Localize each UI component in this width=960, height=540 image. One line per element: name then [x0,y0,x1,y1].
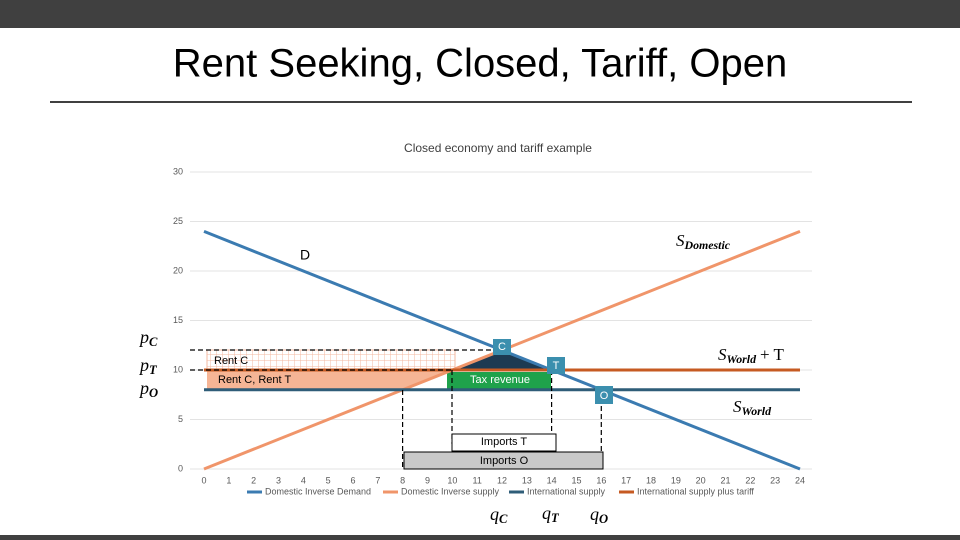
o-marker [595,386,613,404]
math-subscript: T [149,363,158,377]
math-symbol: p [138,355,149,375]
x-tick-label: 6 [350,475,355,485]
math-label: pO [138,378,158,400]
x-tick-label: 4 [301,475,306,485]
math-label: SDomestic [676,231,731,252]
x-tick-label: 19 [671,475,681,485]
deadweight-area [452,350,551,371]
bottom-bar [0,535,960,540]
math-symbol: q [490,504,499,524]
x-tick-label: 8 [400,475,405,485]
y-tick-label: 0 [178,463,183,473]
y-tick-label: 30 [173,166,183,176]
y-tick-label: 15 [173,315,183,325]
y-tick-label: 20 [173,265,183,275]
math-subscript: World [742,404,773,418]
legend-label: International supply plus tariff [637,486,754,496]
c-marker [493,339,511,355]
math-subscript: C [499,512,508,526]
x-tick-label: 14 [547,475,557,485]
x-tick-label: 13 [522,475,532,485]
math-symbol: S [676,231,685,250]
annotation: Imports O [480,455,529,467]
math-label: SWorld [733,397,772,418]
annotation: T [553,360,560,372]
y-tick-label: 5 [178,414,183,424]
annotation: Tax revenue [470,374,530,386]
math-subscript: World [727,352,758,366]
legend-label: Domestic Inverse supply [401,486,500,496]
math-symbol: S [718,345,727,364]
x-tick-label: 23 [770,475,780,485]
math-suffix: + T [760,345,785,364]
math-symbol: q [542,503,551,523]
top-bar [0,0,960,28]
x-tick-label: 3 [276,475,281,485]
annotation: D [300,247,310,263]
x-tick-label: 21 [720,475,730,485]
x-tick-label: 22 [745,475,755,485]
annotation: O [600,390,609,402]
x-tick-label: 0 [201,475,206,485]
x-tick-label: 10 [447,475,457,485]
math-label: qC [490,504,508,526]
math-subscript: C [149,335,158,349]
slide-title: Rent Seeking, Closed, Tariff, Open [173,42,787,86]
annotation: Imports T [481,436,528,448]
math-label: SWorld + T [718,345,785,366]
imports-o-box [403,451,604,470]
x-tick-label: 18 [646,475,656,485]
rent-t-area [207,371,452,390]
y-tick-label: 25 [173,216,183,226]
legend-label: International supply [527,486,606,496]
x-tick-label: 9 [425,475,430,485]
annotation: Rent C [214,355,248,367]
x-tick-label: 16 [596,475,606,485]
math-symbol: p [138,327,149,347]
math-label: qO [590,504,608,526]
imports-t-box [451,433,557,452]
annotation: Rent C, Rent T [218,374,291,386]
x-tick-label: 15 [571,475,581,485]
tax-revenue-area [447,372,551,389]
x-tick-label: 11 [472,475,481,485]
math-subscript: O [599,512,608,526]
x-tick-label: 12 [497,475,507,485]
math-symbol: S [733,397,742,416]
t-marker [547,357,565,374]
x-tick-label: 5 [326,475,331,485]
math-subscript: T [551,511,560,525]
math-subscript: Domestic [684,238,731,252]
math-subscript: O [149,386,158,400]
legend-label: Domestic Inverse Demand [265,486,371,496]
math-label: pC [138,327,158,349]
x-tick-label: 20 [696,475,706,485]
annotation: C [498,341,506,353]
math-label: pT [138,355,158,377]
x-tick-label: 7 [375,475,380,485]
x-tick-label: 24 [795,475,805,485]
math-symbol: q [590,504,599,524]
math-label: qT [542,503,560,525]
x-tick-label: 2 [251,475,256,485]
math-symbol: p [138,378,149,398]
y-tick-label: 10 [173,364,183,374]
x-tick-label: 17 [621,475,631,485]
x-tick-label: 1 [226,475,231,485]
chart-title: Closed economy and tariff example [404,141,592,155]
